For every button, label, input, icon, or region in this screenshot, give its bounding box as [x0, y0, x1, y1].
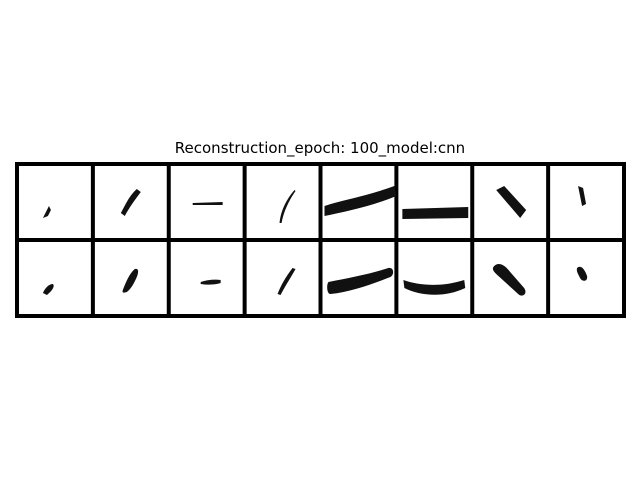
grid-cell-original-7: [474, 166, 547, 238]
handwritten-stroke: [122, 268, 139, 293]
handwritten-stroke: [402, 207, 469, 219]
grid-cell-reconstruction-4: [246, 242, 319, 314]
grid-cell-original-6: [398, 166, 471, 238]
handwritten-stroke: [42, 284, 54, 295]
grid-cell-reconstruction-6: [398, 242, 471, 314]
handwritten-stroke: [42, 206, 51, 218]
grid-cell-reconstruction-2: [94, 242, 167, 314]
grid-cell-reconstruction-3: [170, 242, 243, 314]
image-grid: [15, 162, 626, 318]
grid-cell-original-1: [19, 166, 91, 238]
handwritten-stroke: [492, 264, 526, 296]
grid-cell-reconstruction-5: [322, 242, 395, 314]
handwritten-stroke: [578, 186, 587, 206]
handwritten-stroke: [120, 189, 141, 216]
handwritten-stroke: [192, 202, 223, 205]
figure-title: Reconstruction_epoch: 100_model:cnn: [174, 139, 466, 157]
handwritten-stroke: [403, 280, 466, 295]
grid-cell-original-8: [550, 166, 623, 238]
grid-cell-original-3: [170, 166, 243, 238]
grid-cell-original-5: [322, 166, 397, 238]
image-grid-canvas: [15, 162, 626, 318]
handwritten-stroke: [496, 186, 527, 218]
grid-cell-reconstruction-8: [550, 242, 623, 314]
handwritten-stroke: [324, 186, 397, 216]
grid-cell-reconstruction-1: [19, 242, 91, 314]
handwritten-stroke: [576, 266, 588, 281]
handwritten-stroke: [279, 190, 296, 223]
grid-cell-original-2: [94, 166, 167, 238]
handwritten-stroke: [200, 279, 221, 285]
grid-cell-original-4: [246, 166, 319, 238]
handwritten-stroke: [277, 268, 296, 295]
handwritten-stroke: [327, 267, 394, 294]
grid-cell-reconstruction-7: [474, 242, 547, 314]
